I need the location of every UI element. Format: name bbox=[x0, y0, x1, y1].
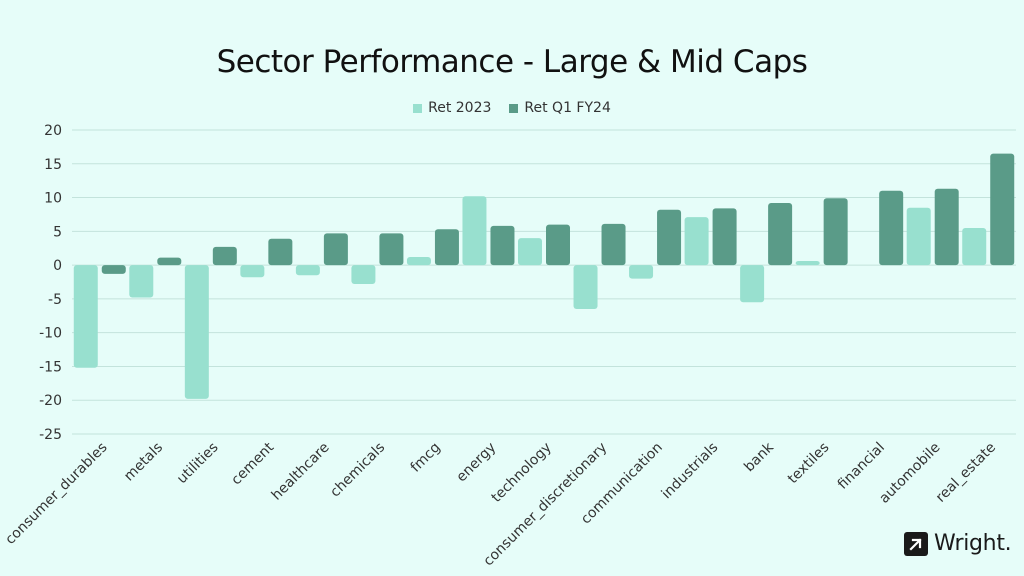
y-tick-label: 10 bbox=[44, 191, 62, 207]
bar-ret-q1-fy24-consumer-durables bbox=[101, 265, 126, 274]
x-tick-label: chemicals bbox=[327, 440, 388, 501]
legend-label-series-2: Ret Q1 FY24 bbox=[524, 100, 611, 116]
bar-ret-2023-utilities bbox=[184, 265, 209, 399]
legend-swatch-series-2 bbox=[509, 103, 519, 113]
bar-ret-2023-healthcare bbox=[295, 265, 320, 276]
bar-ret-2023-fmcg bbox=[406, 257, 431, 266]
bar-ret-2023-automobile bbox=[906, 207, 931, 266]
bar-ret-q1-fy24-real-estate bbox=[990, 153, 1015, 266]
bar-ret-q1-fy24-automobile bbox=[934, 188, 959, 266]
bar-ret-2023-communication bbox=[629, 265, 654, 279]
y-tick-label: 20 bbox=[44, 123, 62, 139]
y-tick-label: -5 bbox=[48, 292, 62, 308]
y-tick-label: -25 bbox=[39, 427, 62, 443]
arrow-up-right-icon bbox=[904, 531, 928, 556]
brand-name: Wright. bbox=[934, 531, 1012, 556]
x-tick-label: industrials bbox=[659, 440, 722, 503]
bar-ret-q1-fy24-industrials bbox=[712, 208, 737, 266]
chart-legend: Ret 2023 Ret Q1 FY24 bbox=[0, 100, 1024, 116]
x-tick-label: financial bbox=[835, 440, 888, 493]
x-tick-label: utilities bbox=[174, 440, 222, 488]
legend-item-series-1: Ret 2023 bbox=[413, 100, 491, 116]
x-tick-label: textiles bbox=[785, 440, 833, 488]
bar-ret-q1-fy24-bank bbox=[768, 202, 793, 266]
bar-ret-2023-bank bbox=[740, 265, 765, 303]
bar-ret-2023-cement bbox=[240, 265, 265, 278]
bar-ret-q1-fy24-consumer-discretionary bbox=[601, 223, 626, 266]
bar-ret-q1-fy24-utilities bbox=[212, 246, 237, 266]
legend-swatch-series-1 bbox=[413, 103, 423, 113]
y-tick-label: 15 bbox=[44, 157, 62, 173]
x-tick-label: fmcg bbox=[408, 440, 444, 476]
x-tick-label: real_estate bbox=[933, 440, 999, 506]
bar-ret-q1-fy24-communication bbox=[657, 209, 682, 266]
bar-ret-2023-chemicals bbox=[351, 265, 376, 285]
y-tick-label: 0 bbox=[53, 258, 62, 274]
bar-ret-q1-fy24-healthcare bbox=[323, 233, 348, 266]
x-tick-label: energy bbox=[453, 440, 499, 486]
bar-ret-q1-fy24-financial bbox=[879, 190, 904, 266]
x-tick-label: cement bbox=[228, 439, 277, 488]
bar-ret-2023-technology bbox=[518, 238, 542, 266]
bar-ret-2023-consumer-discretionary bbox=[573, 265, 598, 310]
x-tick-label: bank bbox=[741, 439, 777, 475]
bar-ret-2023-textiles bbox=[795, 261, 820, 266]
brand-logo: Wright. bbox=[904, 531, 1012, 556]
y-tick-label: 5 bbox=[53, 224, 62, 240]
bar-ret-q1-fy24-textiles bbox=[823, 198, 848, 266]
x-tick-label: healthcare bbox=[269, 440, 333, 504]
x-tick-label: metals bbox=[121, 440, 166, 485]
bar-ret-q1-fy24-chemicals bbox=[379, 233, 404, 266]
bar-ret-2023-metals bbox=[129, 265, 154, 298]
legend-item-series-2: Ret Q1 FY24 bbox=[509, 100, 611, 116]
y-tick-label: -15 bbox=[39, 359, 62, 375]
chart-title: Sector Performance - Large & Mid Caps bbox=[216, 44, 808, 80]
bar-ret-q1-fy24-technology bbox=[546, 224, 570, 266]
y-tick-label: -20 bbox=[39, 393, 62, 409]
x-tick-label: consumer_durables bbox=[2, 440, 110, 548]
bar-ret-2023-real-estate bbox=[962, 227, 987, 266]
y-tick-label: -10 bbox=[39, 326, 62, 342]
bar-ret-q1-fy24-metals bbox=[157, 257, 182, 266]
legend-label-series-1: Ret 2023 bbox=[428, 100, 492, 116]
bar-ret-q1-fy24-cement bbox=[268, 238, 293, 266]
bar-ret-q1-fy24-energy bbox=[490, 225, 515, 266]
bar-ret-2023-consumer-durables bbox=[73, 265, 98, 368]
bar-ret-2023-energy bbox=[462, 196, 487, 266]
bar-ret-q1-fy24-fmcg bbox=[434, 229, 459, 266]
bar-ret-2023-industrials bbox=[684, 217, 709, 266]
